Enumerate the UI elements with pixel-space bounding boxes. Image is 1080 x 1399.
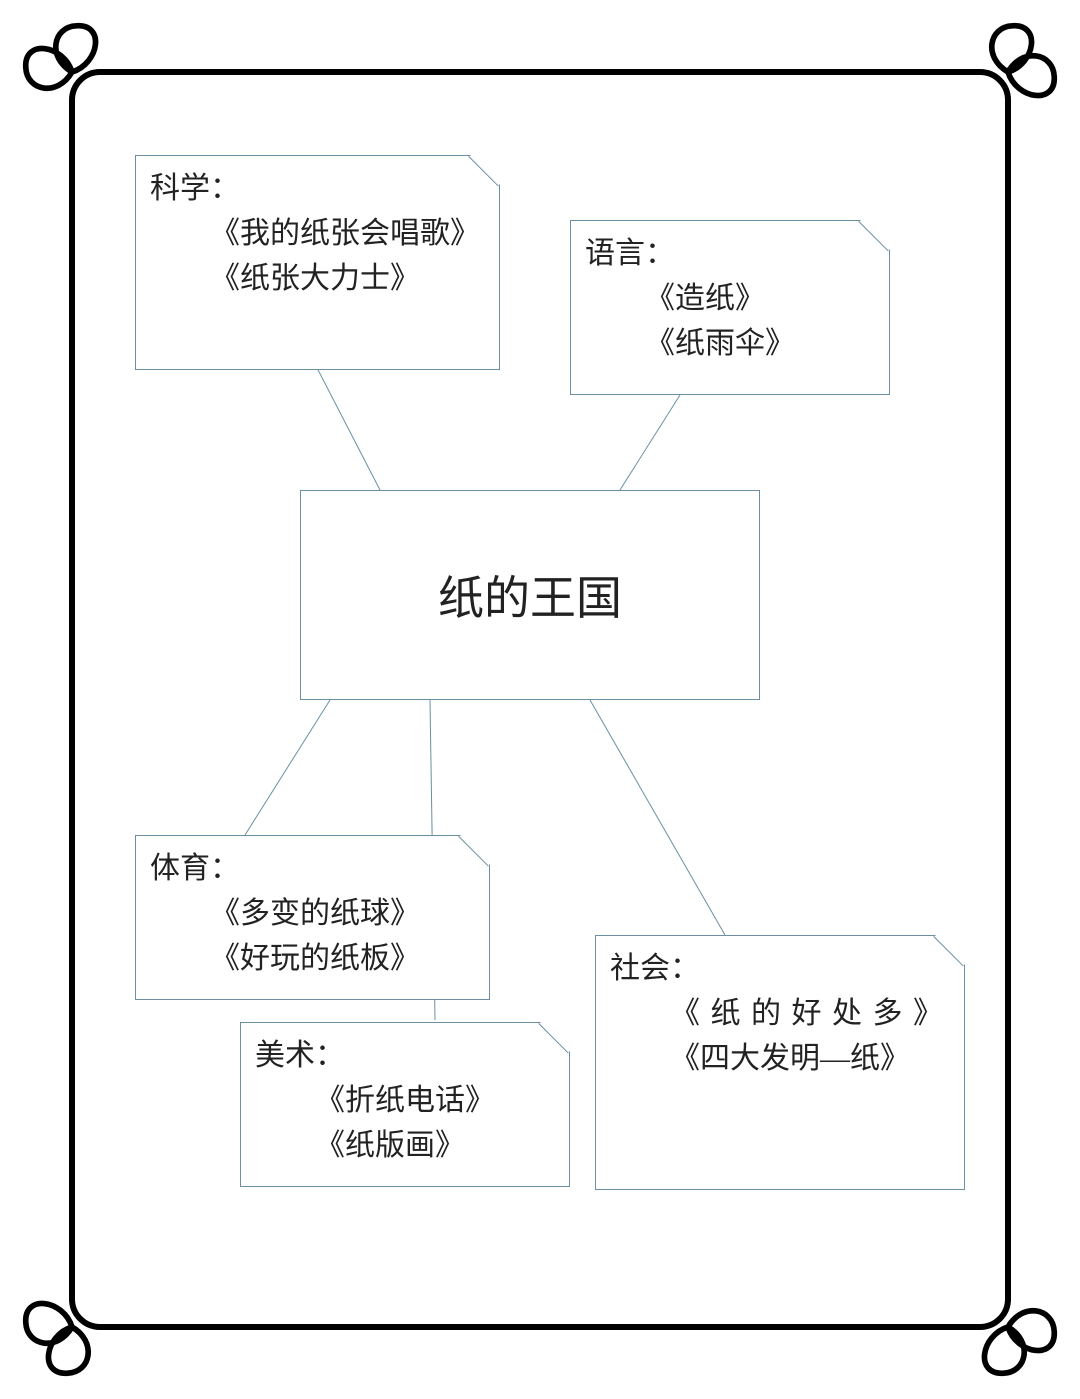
node-item: 《我的纸张会唱歌》 xyxy=(150,211,485,256)
node-title: 科学： xyxy=(150,166,485,211)
node-society: 社会：《纸的好处多》《四大发明—纸》 xyxy=(595,935,965,1190)
node-item: 《折纸电话》 xyxy=(255,1078,555,1123)
center-label: 纸的王国 xyxy=(438,562,622,628)
node-item: 《好玩的纸板》 xyxy=(150,936,475,981)
node-language: 语言：《造纸》《纸雨伞》 xyxy=(570,220,890,395)
node-item: 《四大发明—纸》 xyxy=(610,1036,950,1081)
node-item: 《纸版画》 xyxy=(255,1123,555,1168)
node-title: 体育： xyxy=(150,846,475,891)
node-item: 《纸张大力士》 xyxy=(150,256,485,301)
node-item: 《纸的好处多》 xyxy=(610,991,950,1036)
node-pe: 体育：《多变的纸球》《好玩的纸板》 xyxy=(135,835,490,1000)
node-art: 美术：《折纸电话》《纸版画》 xyxy=(240,1022,570,1187)
node-title: 语言： xyxy=(585,231,875,276)
node-science: 科学：《我的纸张会唱歌》《纸张大力士》 xyxy=(135,155,500,370)
node-item: 《纸雨伞》 xyxy=(585,321,875,366)
center-node: 纸的王国 xyxy=(300,490,760,700)
node-title: 社会： xyxy=(610,946,950,991)
node-item: 《多变的纸球》 xyxy=(150,891,475,936)
diagram-canvas: 纸的王国 科学：《我的纸张会唱歌》《纸张大力士》语言：《造纸》《纸雨伞》体育：《… xyxy=(0,0,1080,1399)
node-title: 美术： xyxy=(255,1033,555,1078)
node-item: 《造纸》 xyxy=(585,276,875,321)
